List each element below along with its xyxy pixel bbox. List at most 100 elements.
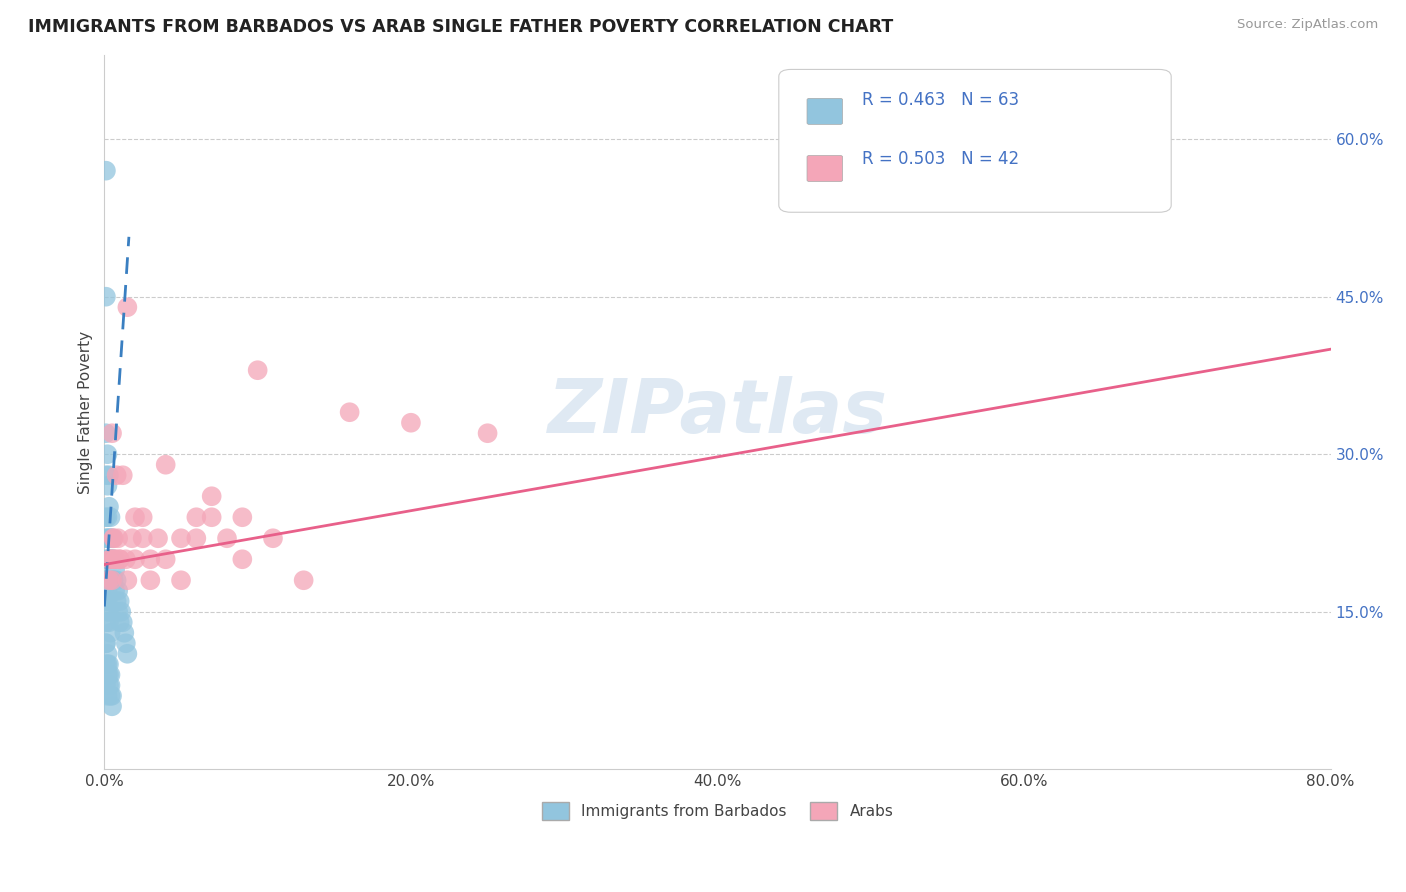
Point [94,636,117,650]
Point [96,594,118,608]
Point [98,531,121,545]
Point [98,667,121,681]
Point [139,574,162,588]
Point [339,405,361,419]
Point [105,468,128,483]
Point [186,531,208,545]
Point [100,531,122,545]
Point [107,605,129,619]
Point [104,583,127,598]
Point [131,510,153,524]
Point [101,699,124,714]
Point [94,510,117,524]
Point [246,363,269,377]
Point [94,163,117,178]
Point [96,552,118,566]
Point [94,594,117,608]
Point [103,574,125,588]
Point [131,531,153,545]
Point [124,510,146,524]
Point [155,552,177,566]
Point [231,552,253,566]
Point [105,594,128,608]
Point [112,625,135,640]
Point [94,531,117,545]
Point [98,500,121,514]
Point [100,510,122,524]
Point [108,552,131,566]
Point [96,647,118,661]
Point [107,583,129,598]
Point [262,531,284,545]
Point [108,615,131,630]
Point [108,594,131,608]
Point [100,552,122,566]
Point [155,458,177,472]
Point [101,689,124,703]
Point [94,657,117,672]
Point [96,510,118,524]
Point [103,531,125,545]
Point [96,479,118,493]
Point [94,574,117,588]
Point [94,552,117,566]
Point [96,447,118,461]
Point [96,689,118,703]
Point [117,300,139,314]
Point [98,574,121,588]
Point [103,552,125,566]
Point [100,552,122,566]
Point [170,531,193,545]
Point [121,531,143,545]
Point [94,468,117,483]
Point [101,531,124,545]
Point [105,574,128,588]
Point [107,531,129,545]
Point [94,290,117,304]
Point [98,615,121,630]
Point [98,605,121,619]
Point [111,468,134,483]
FancyBboxPatch shape [779,70,1171,212]
Point [100,552,122,566]
Point [101,552,124,566]
Legend: Immigrants from Barbados, Arabs: Immigrants from Barbados, Arabs [536,796,900,826]
Point [98,468,121,483]
Point [100,678,122,692]
Point [115,636,138,650]
Point [108,552,131,566]
Point [477,426,499,441]
Point [201,489,224,503]
FancyBboxPatch shape [807,98,842,124]
Y-axis label: Single Father Poverty: Single Father Poverty [79,331,93,494]
Text: IMMIGRANTS FROM BARBADOS VS ARAB SINGLE FATHER POVERTY CORRELATION CHART: IMMIGRANTS FROM BARBADOS VS ARAB SINGLE … [28,18,893,36]
Point [96,583,118,598]
Point [117,574,139,588]
Point [399,416,422,430]
Point [96,531,118,545]
Text: R = 0.463   N = 63: R = 0.463 N = 63 [862,91,1019,109]
Point [292,574,315,588]
Point [186,510,208,524]
Point [104,552,127,566]
Point [111,615,134,630]
Point [98,678,121,692]
Point [101,574,124,588]
Point [96,667,118,681]
Point [100,625,122,640]
Point [104,563,127,577]
Point [98,552,121,566]
Text: Source: ZipAtlas.com: Source: ZipAtlas.com [1237,18,1378,31]
Point [96,657,118,672]
Point [231,510,253,524]
Text: ZIPatlas: ZIPatlas [547,376,887,449]
Point [139,552,162,566]
Point [110,605,132,619]
Point [100,689,122,703]
FancyBboxPatch shape [807,155,842,182]
Point [101,426,124,441]
Point [100,667,122,681]
Point [94,678,117,692]
Point [94,615,117,630]
Point [103,531,125,545]
